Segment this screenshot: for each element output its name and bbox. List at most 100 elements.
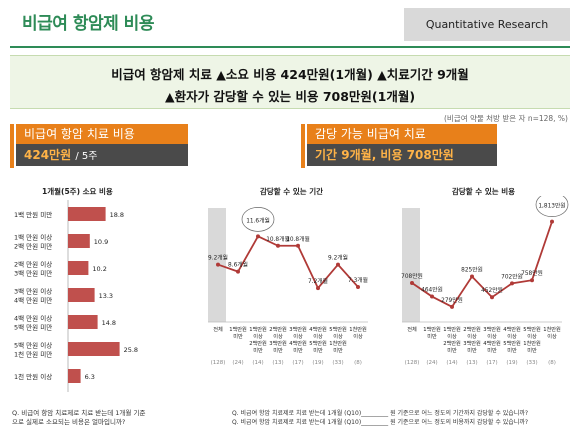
cost-category-label: 4백만원 — [503, 325, 521, 333]
cost-category-label: 2백만원 — [443, 339, 461, 347]
period-category-label: 2백만원 — [269, 325, 287, 333]
bar-1 — [68, 234, 90, 248]
cost-data-label: 1,813만원 — [538, 202, 565, 210]
bar-category-label: 3백 만원 미만 — [14, 269, 52, 278]
bar-value-label: 13.3 — [99, 292, 113, 300]
cost-data-label: 825만원 — [461, 266, 483, 274]
period-point-0 — [216, 262, 220, 267]
period-base-label: (128) — [211, 360, 226, 366]
period-category-label: 미만 — [253, 346, 263, 354]
period-point-7 — [356, 284, 360, 289]
period-data-label: 7.2개월 — [308, 277, 328, 285]
cost-category-label: 미만 — [487, 346, 497, 354]
period-data-label: 10.8개월 — [266, 235, 290, 243]
cost-category-label: 이상 — [547, 332, 557, 340]
cost-point-1 — [430, 294, 434, 299]
cost-category-label: 5백만원 — [503, 339, 521, 347]
period-category-label: 미만 — [233, 332, 243, 340]
bar-category-label: 1천 만원 미만 — [14, 350, 52, 359]
period-category-label: 이상 — [293, 332, 303, 340]
summary-right: 감당 가능 비급여 치료 기간 9개월, 비용 708만원 — [307, 124, 497, 168]
period-category-label: 이상 — [253, 332, 263, 340]
bar-value-label: 10.2 — [92, 265, 106, 273]
cost-data-label: 452만원 — [481, 286, 503, 294]
cost-line-chart: 708만원전체(128)464만원1백만원미만(24)279만원1백만원이상2백… — [401, 196, 569, 366]
bar-category-label: 5백 만원 미만 — [14, 323, 52, 332]
cost-category-label: 미만 — [427, 332, 437, 340]
period-category-label: 1백만원 — [229, 325, 247, 333]
headline-box: 비급여 항암제 치료 ▲소요 비용 424만원(1개월) ▲치료기간 9개월 ▲… — [10, 55, 570, 109]
cost-category-label: 전체 — [407, 325, 417, 333]
period-data-label: 7.3개월 — [348, 276, 368, 284]
summary-right-value: 기간 9개월, 비용 708만원 — [307, 144, 497, 166]
cost-category-label: 이상 — [507, 332, 517, 340]
cost-category-label: 미만 — [447, 346, 457, 354]
summary-left-label: 비급여 항암 치료 비용 — [16, 124, 188, 144]
period-chart-title: 감당할 수 있는 기간 — [260, 187, 324, 196]
bar-value-label: 14.8 — [102, 319, 116, 327]
period-data-label: 9.2개월 — [208, 254, 228, 262]
cost-category-label: 3백만원 — [463, 339, 481, 347]
bar-2 — [68, 261, 89, 275]
footer-left: Q. 비급여 항암 치료제로 치료 받는데 1개월 기준 으로 실제로 소요되는… — [12, 409, 202, 427]
cost-base-label: (19) — [506, 360, 517, 366]
period-category-label: 3백만원 — [269, 339, 287, 347]
period-point-3 — [276, 243, 280, 248]
cost-point-6 — [530, 278, 534, 283]
summary-left-suffix: / 5주 — [75, 151, 98, 162]
cost-data-label: 702만원 — [501, 272, 523, 280]
footer-right-line-1: Q. 비급여 항암 치료제로 치료 받는데 1개월 (Q10)_________… — [232, 410, 529, 417]
period-highlight-circle — [241, 207, 275, 232]
period-category-label: 미만 — [313, 346, 323, 354]
cost-category-label: 이상 — [527, 332, 537, 340]
cost-total-bg — [402, 208, 420, 322]
research-badge: Quantitative Research — [404, 8, 570, 41]
cost-category-label: 1천만원 — [543, 325, 561, 333]
period-category-label: 전체 — [213, 325, 223, 333]
cost-point-2 — [450, 304, 454, 309]
period-data-label: 11.6개월 — [246, 216, 270, 224]
period-category-label: 이상 — [333, 332, 343, 340]
cost-base-label: (24) — [426, 360, 437, 366]
period-category-label: 이상 — [273, 332, 283, 340]
period-series-line — [217, 235, 359, 290]
period-base-label: (17) — [292, 360, 303, 366]
bar-3 — [68, 288, 95, 302]
cost-category-label: 미만 — [507, 346, 517, 354]
cost-highlight-circle — [535, 196, 569, 217]
cost-category-label: 4백만원 — [483, 339, 501, 347]
cost-base-label: (128) — [405, 360, 420, 366]
period-category-label: 이상 — [313, 332, 323, 340]
sample-note: (비급여 약물 처방 받은 자 n=128, %) — [443, 114, 568, 123]
bar-category-label: 4백 만원 미만 — [14, 296, 52, 305]
cost-point-0 — [410, 281, 414, 285]
cost-data-label: 758만원 — [521, 269, 543, 277]
period-base-label: (8) — [354, 360, 362, 366]
period-category-label: 1천만원 — [329, 339, 347, 347]
page-title: 비급여 항암제 비용 — [22, 14, 154, 34]
summary-left-value-row: 424만원 / 5주 — [16, 144, 188, 166]
footer-left-line-2: 으로 실제로 소요되는 비용은 얼마입니까? — [12, 418, 126, 426]
summary-left-marker — [10, 124, 14, 168]
cost-point-5 — [510, 281, 514, 286]
bar-4 — [68, 315, 98, 329]
period-base-label: (14) — [252, 360, 263, 366]
bar-value-label: 10.9 — [94, 238, 108, 246]
cost-category-label: 이상 — [447, 332, 457, 340]
period-category-label: 1천만원 — [349, 325, 367, 333]
cost-base-label: (14) — [446, 360, 457, 366]
cost-base-label: (33) — [526, 360, 537, 366]
period-category-label: 1백만원 — [249, 325, 267, 333]
cost-category-label: 1백만원 — [423, 325, 441, 333]
period-category-label: 이상 — [353, 332, 363, 340]
title-divider — [10, 46, 570, 48]
period-base-label: (24) — [232, 360, 243, 366]
period-point-1 — [236, 269, 240, 274]
period-point-5 — [316, 286, 320, 291]
bar-value-label: 6.3 — [85, 373, 95, 381]
period-data-label: 8.6개월 — [228, 261, 248, 269]
period-base-label: (19) — [312, 360, 323, 366]
bar-chart-title: 1개월(5주) 소요 비용 — [42, 187, 113, 196]
period-category-label: 5백만원 — [309, 339, 327, 347]
bar-value-label: 18.8 — [110, 211, 124, 219]
